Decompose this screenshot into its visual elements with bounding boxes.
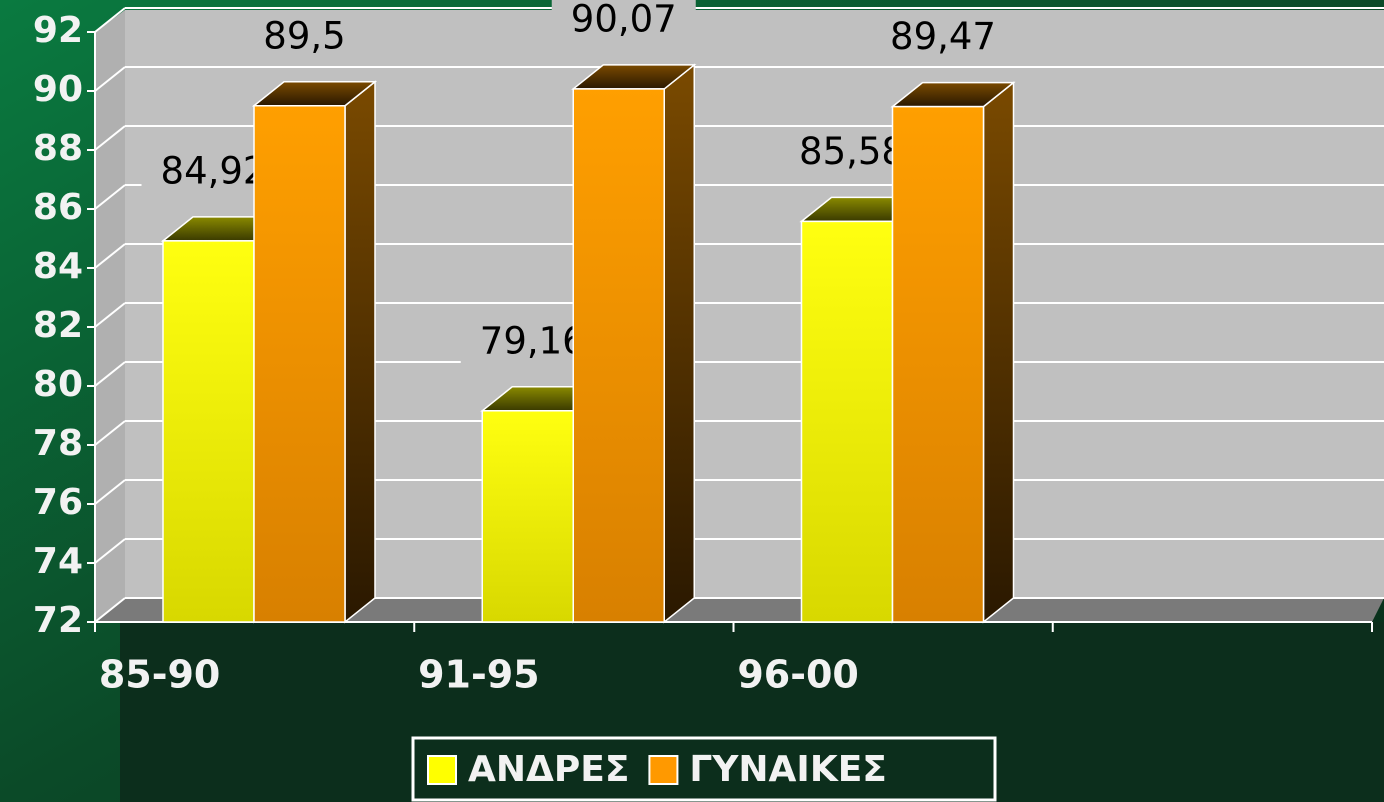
- floor: [95, 598, 1384, 622]
- value-label: 79,16: [480, 319, 586, 362]
- value-label: 85,58: [799, 130, 905, 173]
- grid-line: [94, 538, 126, 564]
- bar-side: [344, 80, 376, 624]
- y-tick-label: 80: [33, 364, 83, 405]
- legend: [411, 736, 997, 802]
- bar-side: [982, 81, 1015, 624]
- bar: [162, 240, 255, 623]
- x-tick-label: 91-95: [418, 653, 540, 697]
- legend-label: ΑΝΔΡΕΣ: [468, 749, 629, 790]
- y-tick-label: 88: [33, 128, 83, 169]
- value-label: 89,47: [890, 15, 996, 58]
- value-label: 84,92: [161, 149, 267, 192]
- legend-swatch: [648, 755, 679, 785]
- y-tick-label: 78: [33, 423, 83, 464]
- y-tick-label: 92: [33, 10, 83, 51]
- legend-label: ΓΥΝΑΙΚΕΣ: [689, 749, 886, 790]
- grid-line: [94, 420, 126, 446]
- legend-swatch: [427, 755, 457, 785]
- bar: [253, 105, 346, 623]
- y-tick-label: 84: [33, 246, 83, 287]
- value-label: 89,5: [263, 14, 345, 57]
- y-tick-label: 74: [33, 541, 83, 582]
- y-tick-label: 82: [33, 305, 83, 346]
- value-label-bg: [871, 12, 1015, 65]
- grid-line: [94, 7, 126, 33]
- grid-line: [94, 597, 126, 623]
- bar: [891, 105, 985, 623]
- value-label-bg: [551, 0, 696, 47]
- y-tick-label: 90: [33, 69, 83, 110]
- bar: [572, 88, 665, 623]
- grid-line: [94, 184, 126, 210]
- bar: [800, 220, 894, 623]
- value-label: 90,07: [571, 0, 677, 40]
- y-tick-label: 76: [33, 482, 83, 523]
- grid-line: [94, 479, 126, 505]
- grid-line: [94, 361, 126, 387]
- bar-side: [663, 63, 695, 624]
- grid-line: [94, 243, 126, 269]
- x-tick-label: 85-90: [99, 653, 221, 697]
- x-tick-label: 96-00: [737, 653, 859, 697]
- y-tick-label: 72: [33, 600, 83, 641]
- bar: [481, 410, 574, 623]
- grid-line: [94, 125, 126, 151]
- value-label-bg: [232, 11, 377, 64]
- y-tick-label: 86: [33, 187, 83, 228]
- grid-line: [94, 66, 126, 92]
- grid-line: [94, 302, 126, 328]
